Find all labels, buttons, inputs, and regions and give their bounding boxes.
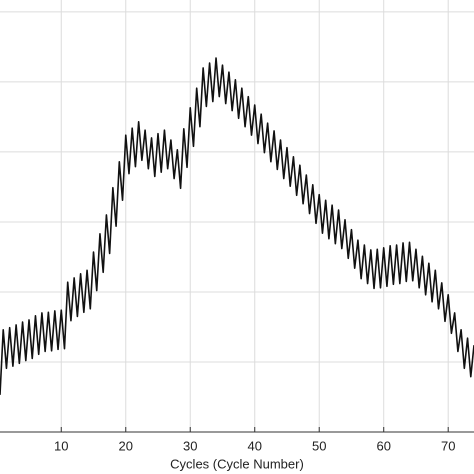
x-tick-label: 20 — [119, 438, 133, 453]
x-tick-label: 10 — [54, 438, 68, 453]
x-axis-label: Cycles (Cycle Number) — [170, 456, 304, 471]
x-tick-label: 30 — [183, 438, 197, 453]
data-line — [0, 57, 474, 395]
x-tick-label: 50 — [312, 438, 326, 453]
x-tick-label: 40 — [248, 438, 262, 453]
x-tick-label: 60 — [376, 438, 390, 453]
x-tick-label: 70 — [441, 438, 455, 453]
